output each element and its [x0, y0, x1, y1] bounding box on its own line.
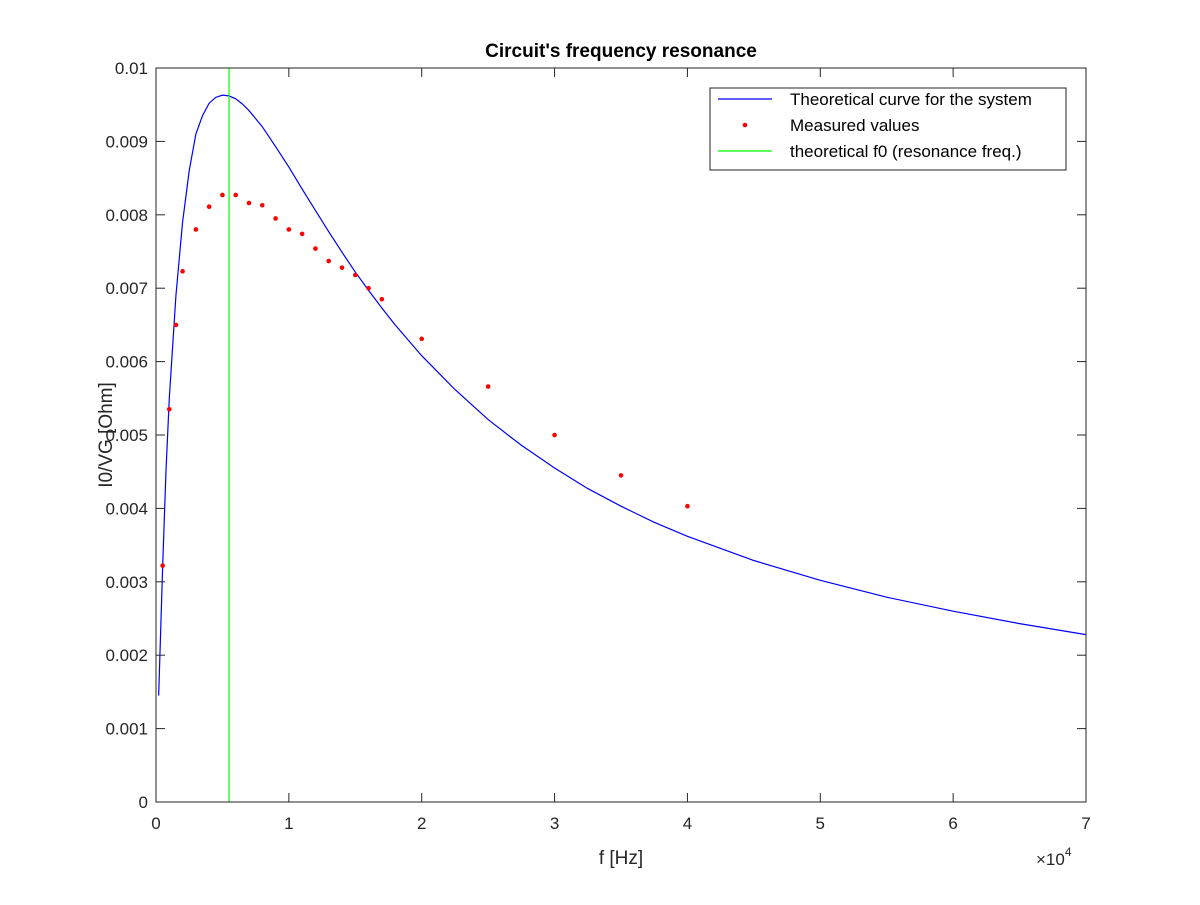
- axes-layer: 0 1 2 3 4 5 6 7 0 0.001 0.002 0.003 0.004 0.005 0.006 0…: [105, 59, 1090, 833]
- legend: Theoretical curve for the system Measured…: [709, 87, 1067, 171]
- measured-point: [352, 272, 358, 278]
- y-tick-label: 0.001: [105, 720, 148, 739]
- x-axis-exponent-power: 4: [1065, 845, 1072, 859]
- measured-point: [299, 231, 305, 237]
- y-tick-label: 0.006: [105, 353, 148, 372]
- measured-point: [419, 336, 425, 342]
- x-axis-exponent-base: ×10: [1036, 850, 1065, 869]
- measured-point: [313, 246, 318, 251]
- measured-point: [618, 473, 624, 478]
- x-tick-label: 7: [1081, 814, 1090, 833]
- measured-point: [193, 227, 199, 232]
- legend-label: Theoretical curve for the system: [790, 90, 1032, 109]
- x-tick-label: 4: [683, 814, 692, 833]
- measured-point: [259, 202, 265, 208]
- measured-point: [552, 432, 557, 438]
- measured-point: [166, 407, 172, 412]
- legend-marker-measured: [742, 122, 748, 128]
- y-tick-label: 0.007: [105, 279, 148, 298]
- x-tick-label: 6: [948, 814, 957, 833]
- measured-point: [246, 200, 252, 206]
- y-tick-label: 0.005: [105, 426, 148, 445]
- plot-area: [156, 68, 1086, 802]
- legend-label: Measured values: [790, 116, 919, 135]
- measured-point: [339, 265, 345, 270]
- x-tick-label: 3: [550, 814, 559, 833]
- legend-label: theoretical f0 (resonance freq.): [790, 142, 1022, 161]
- measured-point: [180, 269, 185, 274]
- measured-point: [160, 563, 165, 568]
- measured-point: [685, 503, 690, 509]
- x-tick-label: 2: [417, 814, 426, 833]
- x-axis-label: f [Hz]: [599, 848, 643, 869]
- measured-point: [173, 322, 179, 328]
- measured-point: [366, 285, 371, 291]
- x-tick-label: 0: [151, 814, 160, 833]
- y-tick-label: 0.009: [105, 132, 148, 151]
- measured-point: [379, 296, 385, 302]
- measured-point: [206, 204, 212, 210]
- y-tick-label: 0.003: [105, 573, 148, 592]
- measured-point: [220, 192, 225, 198]
- x-tick-label: 1: [284, 814, 293, 833]
- measured-point: [286, 227, 292, 232]
- measured-point: [326, 258, 332, 264]
- measured-point: [233, 192, 239, 198]
- theoretical-curve-line: [158, 94, 1087, 696]
- y-tick-label: 0.004: [105, 499, 148, 518]
- measured-point: [485, 384, 491, 389]
- y-tick-label: 0: [139, 793, 148, 812]
- y-tick-label: 0.01: [115, 59, 148, 78]
- x-axis-exponent: ×104: [1036, 845, 1072, 869]
- y-tick-label: 0.008: [105, 206, 148, 225]
- chart-title: Circuit's frequency resonance: [485, 41, 757, 62]
- y-tick-label: 0.002: [105, 646, 148, 665]
- legend-box: [709, 87, 1067, 171]
- y-axis-label: I0/VG [Ohm]: [96, 382, 117, 488]
- legend-items: Theoretical curve for the system Measured…: [718, 90, 1032, 161]
- measured-point: [273, 216, 278, 221]
- series-layer: [158, 68, 1087, 802]
- x-tick-label: 5: [816, 814, 825, 833]
